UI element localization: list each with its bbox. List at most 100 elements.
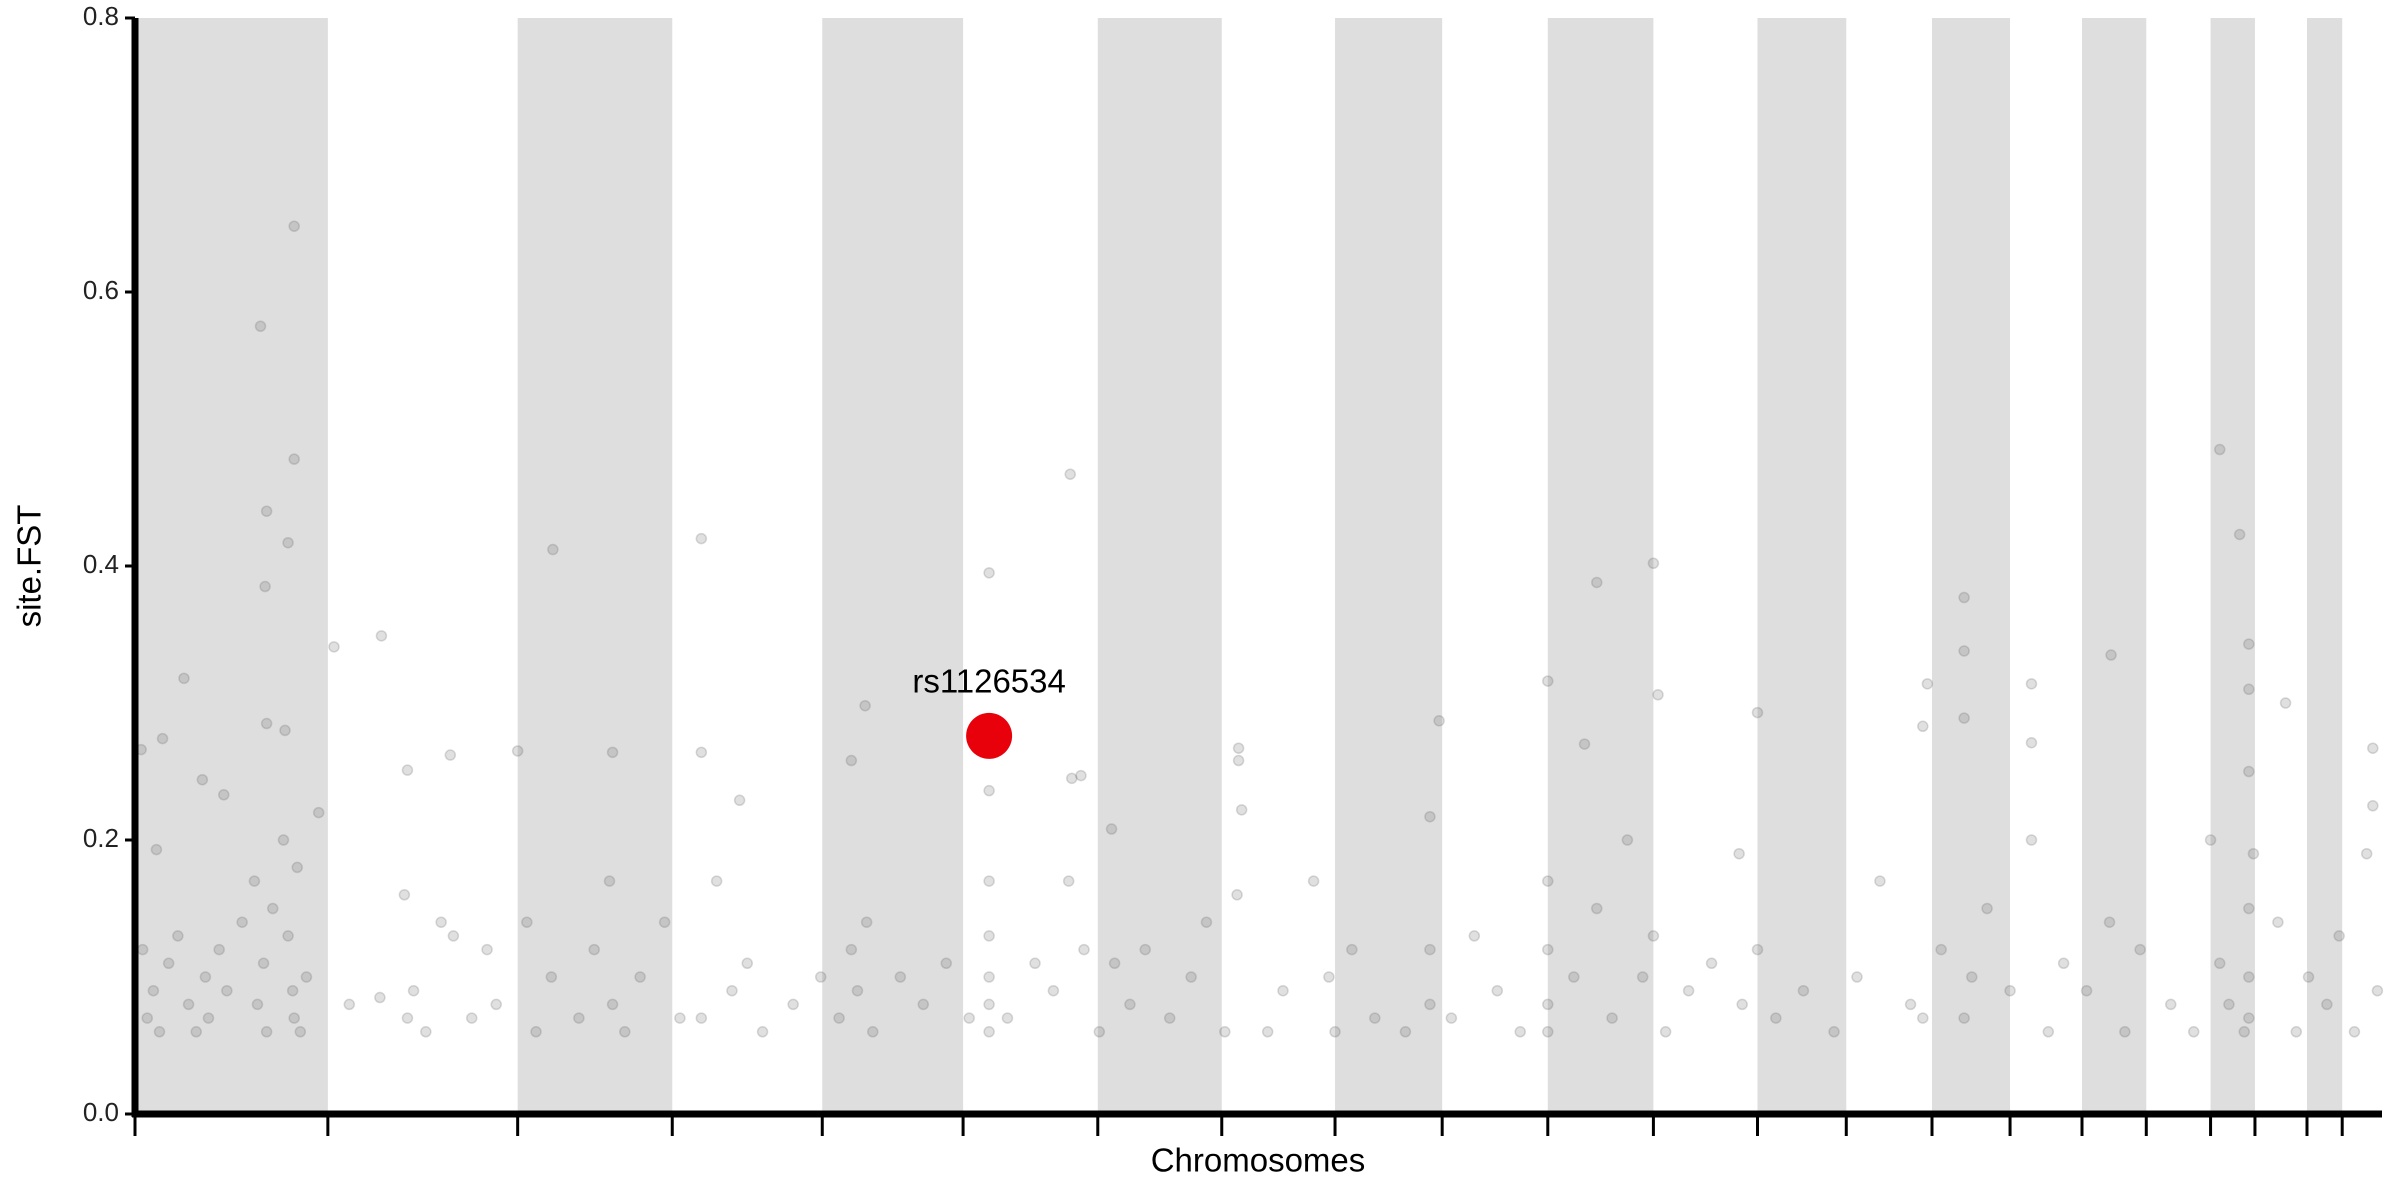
point [1542,675,1554,687]
point [695,532,708,545]
point [401,764,414,776]
point [398,889,411,901]
point [867,1026,879,1038]
point [1399,1026,1412,1038]
point [1468,930,1481,942]
point [401,1012,414,1024]
point [260,1026,273,1038]
point [983,567,995,579]
point [1163,1012,1176,1024]
point [2119,1026,2131,1038]
point [1621,834,1634,846]
point [859,699,871,712]
y-tick-label: 0.0 [83,1097,119,1127]
point [1124,998,1136,1011]
point [983,875,995,887]
point [983,784,995,797]
y-axis-title: site.FST [11,505,48,628]
axes: 0.0 0.2 0.4 0.6 0.8 [83,1,2382,1136]
point [1736,998,1748,1011]
point [2243,971,2255,983]
point [530,1026,542,1038]
point [2367,742,2379,754]
point [2243,683,2255,696]
point [2103,916,2116,928]
point [1232,742,1245,754]
point [312,806,325,819]
chromosome-band [1335,18,1443,1114]
point [573,1012,585,1024]
points: rs1126534 [135,220,2384,1038]
point [1139,943,1151,956]
point [178,672,190,685]
point [153,1026,166,1038]
point [1568,971,1580,983]
point [1917,1012,1929,1024]
point [1491,984,1504,997]
point [259,580,271,593]
point [2223,998,2235,1011]
point [2214,443,2226,456]
point [1591,902,1603,915]
point [695,1012,708,1024]
point [277,834,290,846]
point [1232,754,1245,767]
point [2042,1026,2055,1038]
point [741,957,754,970]
point [1958,1012,1970,1024]
point [2348,1026,2361,1038]
y-tick-label: 0.6 [83,275,119,305]
point [2247,847,2260,860]
point [845,943,858,956]
point [1346,943,1358,956]
point [983,998,995,1011]
point [2243,902,2255,915]
point [1323,971,1335,983]
point [2371,984,2384,997]
point [444,749,457,761]
point [1514,1026,1526,1038]
point [1078,943,1090,956]
point [963,1012,975,1024]
chromosome-band [2210,18,2255,1114]
point [1647,557,1660,570]
point [286,984,299,997]
point [1904,998,1917,1011]
point [588,943,600,956]
point [141,1012,153,1024]
point [674,1012,686,1024]
point [1108,957,1121,970]
point [218,789,230,801]
chromosome-band [1547,18,1654,1114]
point [521,916,533,928]
chromosome-band [517,18,673,1114]
point [726,984,738,997]
point [260,717,273,730]
point [1200,916,1213,928]
point [787,998,799,1011]
point [407,984,420,997]
point [2238,1026,2250,1038]
y-tick-label: 0.8 [83,1,119,31]
point [2272,916,2284,928]
point [2233,528,2246,541]
point [547,543,559,556]
point [2243,638,2255,650]
point [2057,957,2070,970]
chromosome-band [1097,18,1222,1114]
point [2214,957,2226,970]
point [1424,943,1436,956]
point [190,1026,202,1038]
y-tick-label: 0.4 [83,549,119,579]
point [634,971,646,983]
point [1851,971,1863,983]
point [1093,1026,1106,1038]
point [845,754,858,767]
point [1542,943,1554,956]
point [420,1026,432,1038]
point [511,745,524,757]
point [894,971,907,983]
point [213,943,225,956]
point [2360,847,2373,860]
point [2165,998,2177,1011]
